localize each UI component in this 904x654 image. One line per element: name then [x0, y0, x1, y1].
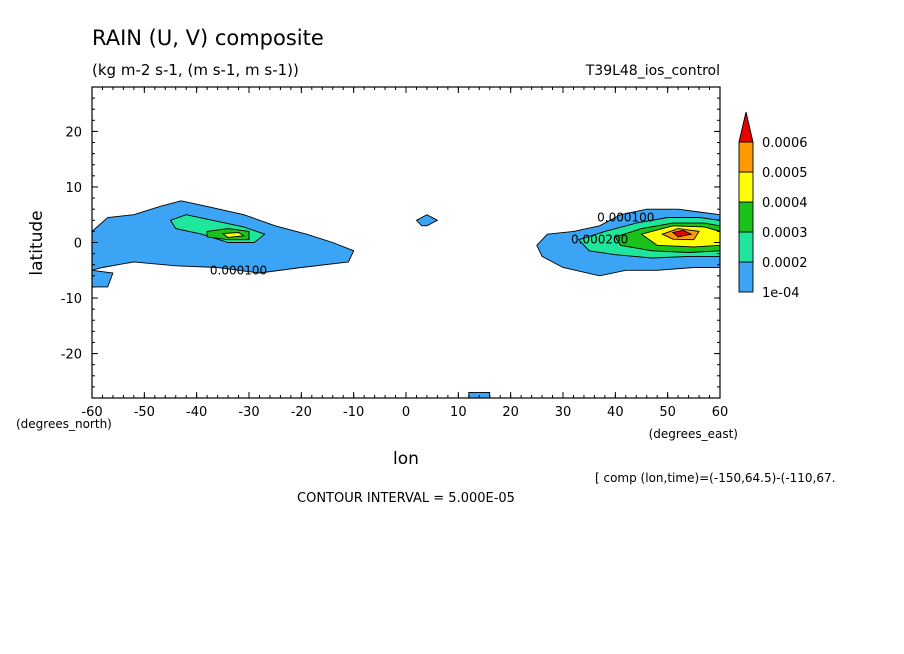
footnote: [ comp (lon,time)=(-150,64.5)-(-110,67. — [595, 471, 835, 485]
x-tick-label: 10 — [450, 405, 467, 420]
contour-labels: 0.000100 0.000100 0.000200 — [210, 211, 655, 278]
filled-contours — [92, 200, 720, 398]
chart-subtitle: (kg m-2 s-1, (m s-1, m s-1)) — [92, 61, 299, 79]
colorbar-label: 0.0005 — [762, 166, 808, 181]
colorbar-swatch — [738, 201, 754, 233]
colorbar: 1e-04 0.0002 0.0003 0.0004 0.0005 0.0006 — [738, 111, 808, 301]
contour-region — [221, 232, 246, 238]
x-tick-label: -50 — [134, 405, 155, 420]
x-axis-label: lon — [393, 449, 419, 469]
x-tick-label: -20 — [291, 405, 312, 420]
colorbar-swatch — [738, 141, 754, 173]
contour-label: 0.000200 — [571, 233, 628, 247]
x-tick-label: 30 — [555, 405, 572, 420]
x-tick-label: 40 — [607, 405, 624, 420]
colorbar-label: 0.0004 — [762, 196, 808, 211]
contour-region — [92, 269, 114, 288]
x-tick-label: -60 — [81, 405, 102, 420]
colorbar-label: 0.0002 — [762, 256, 808, 271]
chart-title: RAIN (U, V) composite — [92, 26, 324, 50]
y-tick-label: -10 — [61, 292, 82, 307]
colorbar-label: 1e-04 — [762, 286, 800, 301]
y-tick-label: -20 — [61, 348, 82, 363]
contour-label: 0.000100 — [597, 211, 654, 225]
colorbar-swatch — [738, 231, 754, 263]
run-label: T39L48_ios_control — [585, 63, 720, 79]
colorbar-label: 0.0003 — [762, 226, 808, 241]
x-tick-label: -30 — [238, 405, 259, 420]
y-unit-note: (degrees_north) — [16, 417, 112, 431]
contour-region — [671, 229, 693, 238]
colorbar-label: 0.0006 — [762, 136, 808, 151]
x-tick-label: -40 — [186, 405, 207, 420]
x-tick-label: 60 — [712, 405, 729, 420]
colorbar-swatch — [738, 171, 754, 203]
colorbar-arrow — [738, 111, 754, 143]
y-tick-label: 20 — [65, 125, 82, 140]
y-axis-label: latitude — [27, 210, 47, 275]
contour-region — [415, 214, 439, 227]
x-tick-label: 50 — [659, 405, 676, 420]
contour-interval-label: CONTOUR INTERVAL = 5.000E-05 — [297, 491, 515, 506]
y-tick-label: 10 — [65, 181, 82, 196]
x-tick-label: -10 — [343, 405, 364, 420]
colorbar-swatch — [738, 261, 754, 293]
axis-ticks: -60 -50 -40 -30 -20 -10 0 10 20 30 40 50 60 -20 -10 0 10… — [61, 87, 729, 420]
x-unit-note: (degrees_east) — [649, 427, 738, 441]
contour-label: 0.000100 — [210, 263, 267, 277]
x-tick-label: 20 — [502, 405, 519, 420]
y-tick-label: 0 — [74, 237, 82, 252]
x-tick-label: 0 — [402, 405, 410, 420]
